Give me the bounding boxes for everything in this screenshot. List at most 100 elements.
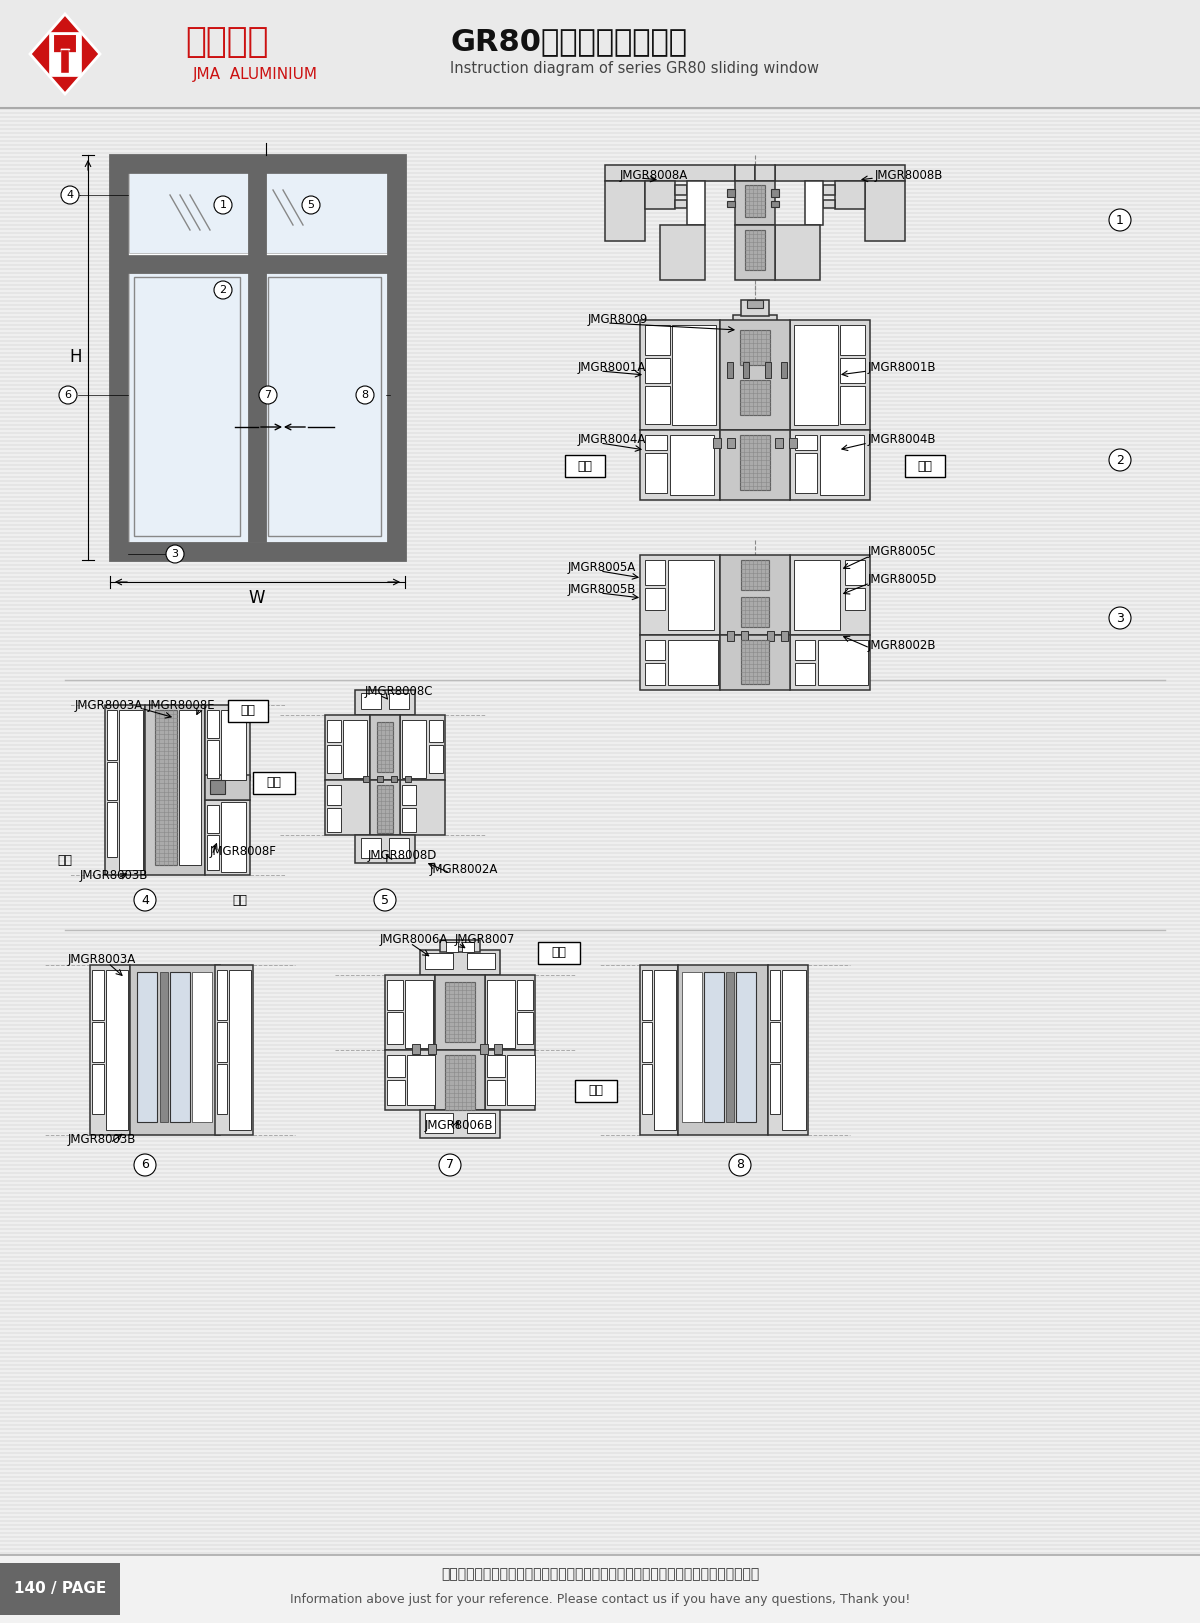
Bar <box>92 971 104 1019</box>
Bar <box>0 524 1200 526</box>
Bar <box>0 617 1200 618</box>
Bar <box>0 93 1200 94</box>
Bar <box>0 1147 1200 1151</box>
Bar <box>755 166 775 182</box>
Bar <box>0 984 1200 987</box>
Bar <box>0 256 1200 258</box>
Bar <box>0 751 1200 755</box>
Text: JMGR8002A: JMGR8002A <box>430 863 498 876</box>
Circle shape <box>214 196 232 214</box>
Text: 3: 3 <box>172 549 179 558</box>
Bar <box>0 393 1200 394</box>
Bar <box>0 336 1200 338</box>
Bar <box>0 437 1200 438</box>
Bar <box>110 542 406 560</box>
Bar <box>436 1050 485 1110</box>
Bar <box>0 0 1200 2</box>
Bar <box>575 1079 617 1102</box>
Bar <box>217 1065 227 1113</box>
Bar <box>0 631 1200 635</box>
Bar <box>0 1568 1200 1569</box>
Bar <box>266 273 386 542</box>
Bar <box>0 188 1200 190</box>
Bar <box>790 320 870 430</box>
Text: JMGR8004A: JMGR8004A <box>578 433 647 446</box>
Bar <box>0 148 1200 149</box>
Bar <box>0 1328 1200 1329</box>
Bar <box>0 268 1200 269</box>
Bar <box>742 597 769 626</box>
Text: JMGR8005A: JMGR8005A <box>568 562 636 575</box>
Bar <box>0 80 1200 83</box>
Bar <box>0 161 1200 162</box>
Bar <box>386 1055 406 1078</box>
Bar <box>0 704 1200 706</box>
Bar <box>221 709 246 781</box>
Bar <box>646 453 667 493</box>
Bar <box>0 316 1200 318</box>
Bar <box>0 295 1200 299</box>
Bar <box>0 852 1200 854</box>
Bar <box>727 362 733 378</box>
Bar <box>0 1308 1200 1310</box>
Bar <box>0 213 1200 214</box>
Bar <box>0 1292 1200 1294</box>
Bar <box>0 1264 1200 1266</box>
Bar <box>0 636 1200 638</box>
Bar <box>0 420 1200 422</box>
Bar <box>0 1576 1200 1578</box>
Bar <box>0 372 1200 373</box>
Bar <box>0 1617 1200 1618</box>
Bar <box>0 123 1200 127</box>
Bar <box>840 325 865 355</box>
Bar <box>740 380 770 415</box>
Bar <box>0 204 1200 206</box>
Bar <box>640 320 720 430</box>
Bar <box>0 380 1200 381</box>
Bar <box>0 601 1200 602</box>
Bar <box>0 500 1200 502</box>
Bar <box>389 837 409 859</box>
Bar <box>818 639 868 685</box>
Bar <box>253 773 295 794</box>
Bar <box>517 980 533 1010</box>
Bar <box>487 1079 505 1105</box>
Text: JMGR8006A: JMGR8006A <box>380 933 449 946</box>
Bar <box>670 435 714 495</box>
Bar <box>130 273 248 542</box>
Bar <box>0 1112 1200 1113</box>
Bar <box>0 1185 1200 1186</box>
Bar <box>733 315 778 334</box>
Bar <box>0 28 1200 29</box>
Bar <box>840 386 865 424</box>
Bar <box>0 800 1200 802</box>
Bar <box>0 945 1200 946</box>
Bar <box>0 820 1200 821</box>
Bar <box>0 8 1200 10</box>
Bar <box>668 560 714 630</box>
Bar <box>0 388 1200 390</box>
Bar <box>0 164 1200 166</box>
Bar <box>0 1300 1200 1302</box>
Bar <box>0 1005 1200 1006</box>
Bar <box>0 128 1200 130</box>
Bar <box>0 260 1200 261</box>
Bar <box>770 1065 780 1113</box>
Bar <box>0 1332 1200 1334</box>
Bar <box>110 156 406 174</box>
Bar <box>0 1272 1200 1274</box>
Bar <box>400 716 445 781</box>
Bar <box>0 764 1200 766</box>
Bar <box>0 492 1200 493</box>
Text: JMGR8005C: JMGR8005C <box>868 545 936 558</box>
Bar <box>0 748 1200 750</box>
Bar <box>0 975 1200 979</box>
Bar <box>0 451 1200 454</box>
Bar <box>0 136 1200 138</box>
Bar <box>640 430 720 500</box>
Bar <box>0 1535 1200 1539</box>
Bar <box>326 721 341 742</box>
Bar <box>0 1440 1200 1441</box>
Text: 8: 8 <box>736 1159 744 1172</box>
Bar <box>0 1019 1200 1022</box>
